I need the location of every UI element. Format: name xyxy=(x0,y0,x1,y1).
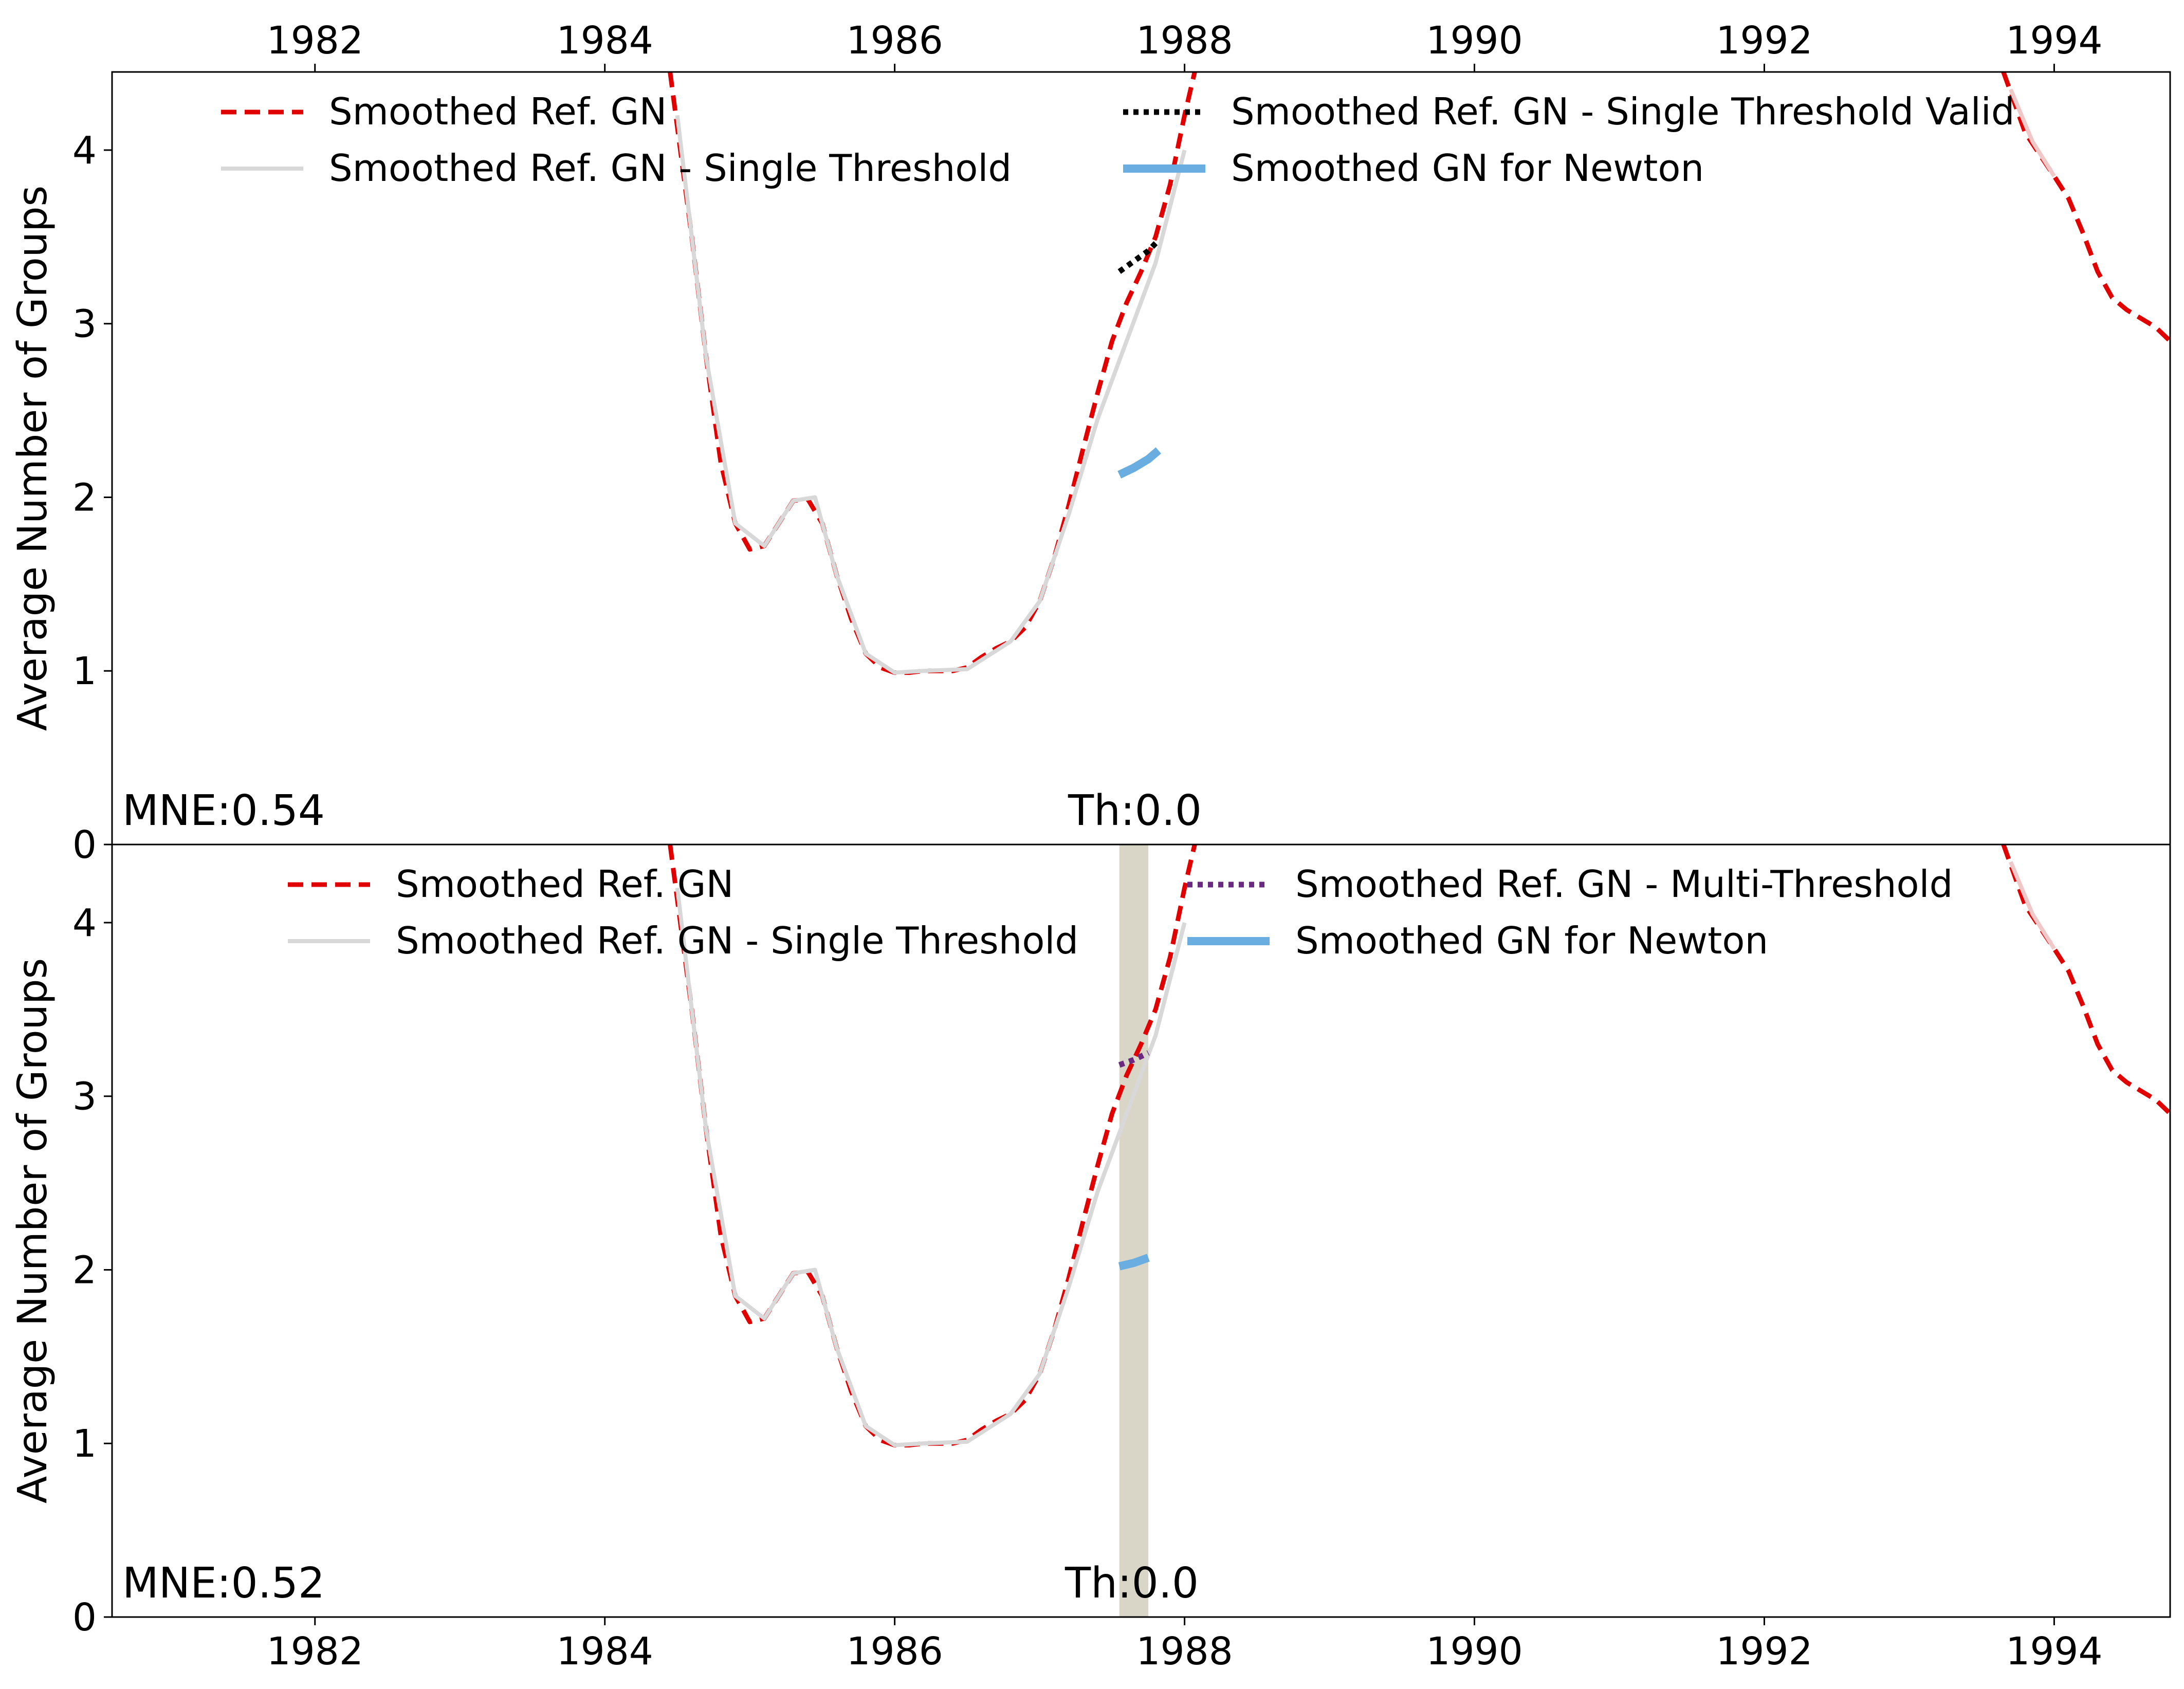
series-line-1 xyxy=(2001,72,2170,343)
legend-label: Smoothed Ref. GN - Single Threshold xyxy=(396,919,1078,962)
series-line-1 xyxy=(2001,844,2170,1115)
x-tick-label: 1992 xyxy=(1716,19,1812,63)
series-line-2 xyxy=(675,115,1187,675)
x-tick-label: 1986 xyxy=(846,1629,943,1674)
top-panel: 0 1 2 3 4 1982 1984 1986 1988 1990 1992 1994 Average… xyxy=(10,19,2171,867)
y-tick-label: 3 xyxy=(72,302,97,346)
series-group xyxy=(668,844,2170,1448)
y-tick-label: 4 xyxy=(72,128,97,173)
series-line-3 xyxy=(2009,861,2056,950)
legend-label: Smoothed GN for Newton xyxy=(1295,919,1768,962)
x-tick-label: 1982 xyxy=(267,1629,363,1674)
bottom-panel: 0 1 2 3 4 1982 1984 1986 1988 1990 1992 1994 Average… xyxy=(10,843,2171,1674)
x-tick-label: 1988 xyxy=(1136,19,1233,63)
shaded-region xyxy=(1119,844,1149,1617)
x-tick-label: 1984 xyxy=(557,1629,653,1674)
series-line-5 xyxy=(1117,447,1162,479)
x-tick-label: 1990 xyxy=(1426,19,1522,63)
axes-frame xyxy=(111,843,2171,1618)
x-tick-label: 1992 xyxy=(1716,1629,1812,1674)
series-line-3 xyxy=(2009,88,2056,177)
threshold-annotation: Th:0.0 xyxy=(1065,1559,1199,1608)
y-tick-label: 1 xyxy=(72,1422,97,1466)
legend-label: Smoothed Ref. GN - Single Threshold Vali… xyxy=(1231,90,2015,133)
y-tick-label: 0 xyxy=(72,823,97,867)
x-tick-label: 1982 xyxy=(267,19,363,63)
x-tick-label: 1984 xyxy=(557,19,653,63)
y-tick-label: 3 xyxy=(72,1075,97,1119)
legend-label: Smoothed GN for Newton xyxy=(1231,146,1704,190)
y-tick-label: 1 xyxy=(72,649,97,693)
y-tick-label: 2 xyxy=(72,1248,97,1292)
x-tick-label: 1988 xyxy=(1136,1629,1233,1674)
mne-annotation: MNE:0.54 xyxy=(122,786,325,835)
legend: Smoothed Ref. GN Smoothed Ref. GN - Singl… xyxy=(221,90,2015,190)
legend-label: Smoothed Ref. GN - Single Threshold xyxy=(329,146,1012,190)
y-tick-label: 0 xyxy=(72,1595,97,1640)
legend-label: Smoothed Ref. GN - Multi-Threshold xyxy=(1295,862,1953,906)
x-tick-label: 1994 xyxy=(2006,19,2102,63)
series-line-5 xyxy=(1118,1254,1150,1271)
series-group xyxy=(668,72,2170,675)
series-line-4 xyxy=(1117,238,1161,274)
legend-label: Smoothed Ref. GN xyxy=(329,90,667,133)
series-line-2 xyxy=(675,887,1187,1447)
y-tick-label: 2 xyxy=(72,475,97,520)
series-line-4 xyxy=(1118,1050,1150,1068)
legend-label: Smoothed Ref. GN xyxy=(396,862,733,906)
x-tick-label: 1986 xyxy=(846,19,943,63)
y-axis-label: Average Number of Groups xyxy=(10,958,56,1503)
x-tick-label: 1990 xyxy=(1426,1629,1522,1674)
y-tick-label: 4 xyxy=(72,901,97,945)
legend: Smoothed Ref. GN Smoothed Ref. GN - Multi… xyxy=(288,862,1953,962)
y-axis-label: Average Number of Groups xyxy=(10,186,56,731)
x-tick-label: 1994 xyxy=(2006,1629,2102,1674)
threshold-annotation: Th:0.0 xyxy=(1068,786,1202,835)
mne-annotation: MNE:0.52 xyxy=(122,1559,325,1608)
